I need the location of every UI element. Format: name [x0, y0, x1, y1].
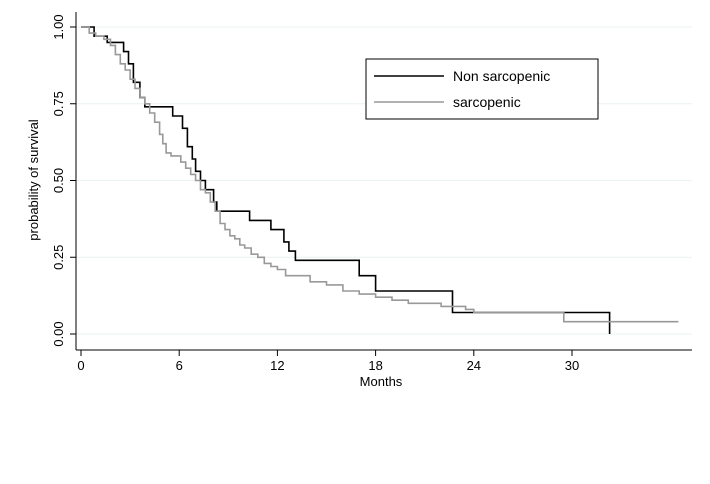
legend-label-non-sarcopenic: Non sarcopenic	[453, 68, 550, 84]
tick-marks	[70, 26, 573, 356]
legend: Non sarcopenic sarcopenic	[365, 58, 599, 120]
x-tick-labels: 0 6 12 18 24 30	[77, 358, 579, 373]
x-tick-label-1: 6	[176, 358, 183, 373]
y-tick-label-2: 0.50	[51, 168, 66, 193]
y-tick-label-4: 1.00	[51, 14, 66, 39]
legend-box	[365, 58, 599, 120]
x-axis-title: Months	[360, 374, 403, 389]
y-tick-labels: 0.00 0.25 0.50 0.75 1.00	[51, 14, 66, 346]
series-lines	[81, 26, 679, 334]
y-tick-label-3: 0.75	[51, 91, 66, 116]
legend-label-sarcopenic: sarcopenic	[453, 94, 521, 110]
x-tick-label-4: 24	[467, 358, 481, 373]
y-tick-label-0: 0.00	[51, 321, 66, 346]
x-tick-label-5: 30	[565, 358, 579, 373]
x-tick-label-3: 18	[368, 358, 382, 373]
x-tick-label-2: 12	[270, 358, 284, 373]
series-line-sarcopenic	[81, 26, 679, 323]
y-axis-title: probability of survival	[26, 119, 41, 240]
y-tick-label-1: 0.25	[51, 245, 66, 270]
x-tick-label-0: 0	[77, 358, 84, 373]
